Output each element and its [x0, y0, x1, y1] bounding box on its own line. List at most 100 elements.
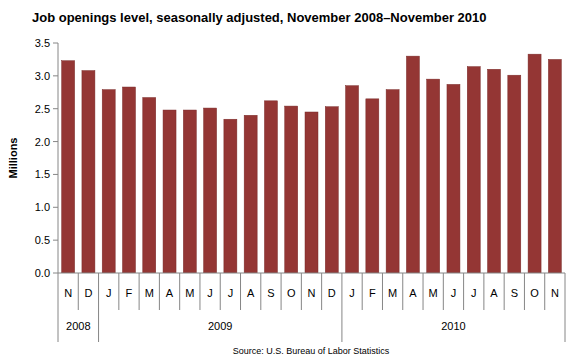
x-tick-label: A: [247, 287, 255, 299]
source: Source: U.S. Bureau of Labor Statistics: [233, 346, 390, 356]
x-tick: [139, 273, 140, 310]
x-tick: [78, 273, 79, 310]
x-tick-label: A: [166, 287, 174, 299]
x-tick: [199, 273, 200, 310]
bar: [488, 69, 501, 273]
x-tick: [118, 273, 119, 310]
chart: Job openings level, seasonally adjusted,…: [0, 0, 580, 360]
bar: [325, 107, 338, 273]
x-tick-label: D: [84, 287, 92, 299]
bar: [143, 98, 156, 273]
x-tick-label: O: [287, 287, 296, 299]
bar: [346, 86, 359, 273]
bar: [224, 119, 237, 273]
x-tick: [443, 273, 444, 310]
x-tick-label: O: [530, 287, 539, 299]
x-tick-label: M: [145, 287, 154, 299]
y-tick: [53, 43, 58, 44]
x-tick-label: J: [451, 287, 457, 299]
x-tick: [544, 273, 545, 310]
x-tick-label: J: [228, 287, 234, 299]
x-tick-label: S: [267, 287, 274, 299]
y-tick: [53, 108, 58, 109]
title: Job openings level, seasonally adjusted,…: [32, 10, 486, 25]
x-tick: [483, 273, 484, 310]
bar: [386, 90, 399, 273]
y-tick-label: 3.5: [35, 37, 50, 49]
x-tick-label: J: [349, 287, 355, 299]
x-tick-label: M: [429, 287, 438, 299]
x-tick: [321, 273, 322, 310]
bar: [406, 56, 419, 273]
x-tick: [504, 273, 505, 310]
x-tick: [362, 273, 363, 310]
bar: [548, 59, 561, 273]
x-tick: [382, 273, 383, 310]
x-tick: [281, 273, 282, 310]
y-tick-label: 0.5: [35, 234, 50, 246]
y-tick-label: 2.5: [35, 103, 50, 115]
x-axis: [58, 273, 565, 274]
y-tick-label: 3.0: [35, 70, 50, 82]
y-tick: [53, 174, 58, 175]
bar: [467, 67, 480, 273]
x-tick: [301, 273, 302, 310]
bar: [82, 71, 95, 273]
x-tick: [240, 273, 241, 310]
x-tick-label: J: [106, 287, 112, 299]
x-tick: [220, 273, 221, 310]
y-tick-label: 0.0: [35, 267, 50, 279]
y-tick-label: 1.0: [35, 201, 50, 213]
x-tick-label: J: [207, 287, 213, 299]
y-axis: [58, 43, 59, 273]
bar: [264, 101, 277, 273]
y-tick: [53, 207, 58, 208]
y-tick: [53, 141, 58, 142]
bar: [305, 112, 318, 273]
x-tick: [260, 273, 261, 310]
bar: [163, 110, 176, 273]
bars: [62, 54, 562, 273]
bar: [366, 99, 379, 273]
bar: [508, 75, 521, 273]
x-tick-label: S: [511, 287, 518, 299]
group-separator: [341, 310, 342, 342]
group-separator: [98, 310, 99, 342]
x-tick: [341, 273, 342, 310]
x-tick-label: A: [409, 287, 417, 299]
x-tick-label: N: [308, 287, 316, 299]
y-tick: [53, 240, 58, 241]
bar: [285, 106, 298, 273]
x-tick: [98, 273, 99, 310]
x-tick-label: F: [369, 287, 376, 299]
x-tick-label: D: [328, 287, 336, 299]
bar: [528, 54, 541, 273]
x-tick: [423, 273, 424, 310]
bar: [62, 61, 75, 273]
bar: [244, 115, 257, 273]
bar: [102, 90, 115, 273]
x-tick: [159, 273, 160, 310]
x-tick-label: J: [471, 287, 477, 299]
x-tick-label: A: [490, 287, 498, 299]
group-separator: [58, 310, 59, 342]
group-label: 2010: [441, 320, 465, 332]
bar: [204, 108, 217, 273]
x-tick: [402, 273, 403, 310]
bar: [183, 110, 196, 273]
x-tick: [524, 273, 525, 310]
y-tick: [53, 75, 58, 76]
x-tick: [179, 273, 180, 310]
x-tick: [565, 273, 566, 310]
x-tick-label: N: [551, 287, 559, 299]
x-tick: [58, 273, 59, 310]
x-tick-label: F: [126, 287, 133, 299]
bar: [122, 87, 135, 273]
group-label: 2009: [208, 320, 232, 332]
y-tick-label: 1.5: [35, 168, 50, 180]
bar: [427, 79, 440, 273]
y-tick: [53, 273, 58, 274]
bar: [447, 84, 460, 273]
y-axis-label: Millions: [7, 138, 19, 179]
x-tick: [463, 273, 464, 310]
